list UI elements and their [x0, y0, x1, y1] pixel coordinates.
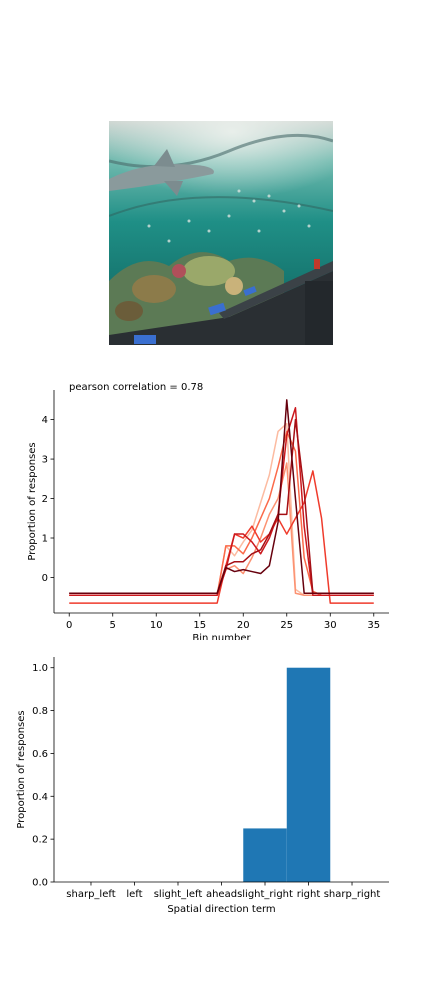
- y-tick-label: 0: [42, 573, 48, 584]
- y-tick-label: 0.6: [32, 749, 48, 760]
- x-tick-label: 10: [150, 620, 163, 631]
- aquarium-photo: [109, 121, 333, 345]
- correlation-line-chart: 0 5 10 15 20 25 30 35 0 1 2 3 4 pearson correlation =…: [27, 382, 389, 640]
- series-line-7: [69, 399, 374, 595]
- y-tick-label: 1: [42, 534, 48, 545]
- bar-right: [286, 667, 331, 882]
- y-tick-label: 0.4: [32, 792, 48, 803]
- direction-bar-chart: sharp_left left slight_left ahead slight_rig…: [16, 657, 389, 915]
- y-tick-label: 1.0: [32, 663, 48, 674]
- x-tick-label: ahead: [206, 889, 237, 900]
- y-tick-label: 2: [42, 494, 48, 505]
- chart-annotation: pearson correlation = 0.78: [69, 382, 203, 393]
- x-tick-label: sharp_right: [324, 889, 381, 900]
- y-tick-label: 0.2: [32, 835, 48, 846]
- x-tick-label: 20: [237, 620, 250, 631]
- x-tick-label: slight_left: [154, 889, 203, 900]
- x-tick-label: 15: [193, 620, 206, 631]
- x-tick-label: 35: [367, 620, 380, 631]
- x-tick-label: right: [297, 889, 321, 900]
- x-tick-label: left: [126, 889, 142, 900]
- x-tick-label: sharp_left: [66, 889, 115, 900]
- bar-slight_right: [243, 828, 287, 882]
- x-tick-label: 5: [110, 620, 116, 631]
- y-axis-label: Proportion of responses: [16, 710, 27, 828]
- y-tick-label: 4: [42, 415, 48, 426]
- x-tick-label: 25: [280, 620, 293, 631]
- x-axis-label: Spatial direction term: [167, 904, 275, 915]
- series-line-3: [69, 430, 374, 596]
- y-tick-label: 0.0: [32, 878, 48, 889]
- x-tick-label: 30: [324, 620, 337, 631]
- x-tick-label: 0: [66, 620, 72, 631]
- x-tick-label: slight_right: [237, 889, 293, 900]
- y-tick-label: 0.8: [32, 706, 48, 717]
- y-axis-label: Proportion of responses: [27, 442, 38, 560]
- x-axis-label: Bin number: [192, 633, 251, 640]
- y-tick-label: 3: [42, 455, 48, 466]
